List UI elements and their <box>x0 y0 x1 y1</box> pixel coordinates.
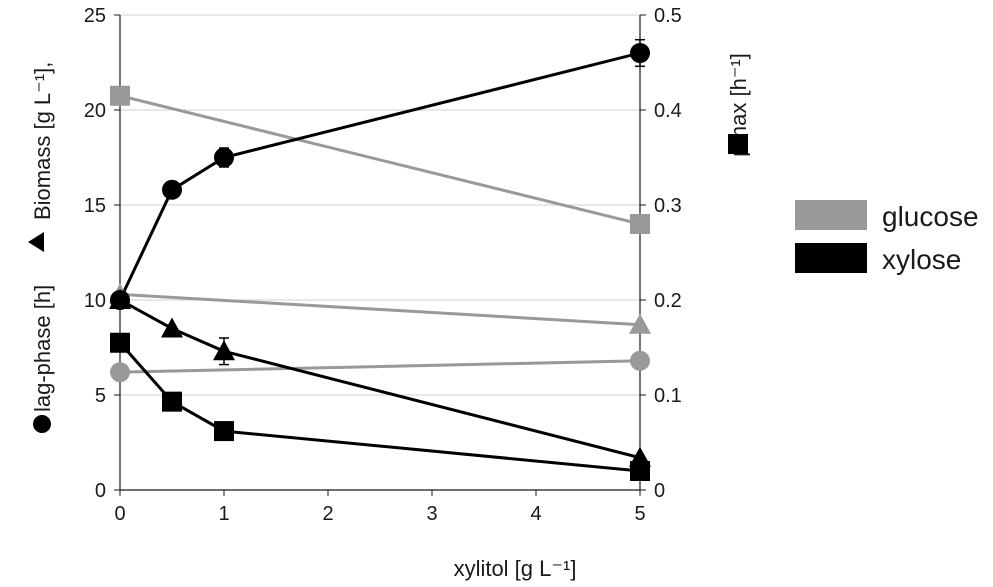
y-right-tick-label: 0.2 <box>654 290 682 312</box>
y-left-tick-label: 15 <box>84 195 106 217</box>
x-axis-title: xylitol [g L⁻¹] <box>454 556 577 581</box>
x-tick-label: 0 <box>114 503 125 525</box>
x-tick-label: 1 <box>218 503 229 525</box>
point-xylose-lag-phase <box>162 179 182 200</box>
x-tick-label: 3 <box>426 503 437 525</box>
point-xylose-mumax <box>214 421 234 442</box>
point-glucose-mumax <box>630 214 650 234</box>
y-left-tick-label: 20 <box>84 100 106 122</box>
y-right-tick-label: 0.4 <box>654 100 682 122</box>
y-left-tick-label: 5 <box>95 385 106 407</box>
y-right-tick-label: 0 <box>654 480 665 502</box>
x-tick-label: 2 <box>322 503 333 525</box>
series-markers <box>109 43 651 481</box>
circle-icon <box>33 415 51 433</box>
y-left-tick-label: 0 <box>95 480 106 502</box>
point-glucose-mumax <box>110 85 130 106</box>
series-line-xylose-biomass <box>119 298 641 460</box>
series-lines <box>118 51 641 473</box>
series-line-xylose-mumax <box>118 341 641 473</box>
triangle-icon <box>28 232 44 252</box>
x-tick-label: 5 <box>634 503 645 525</box>
point-glucose-lag-phase <box>630 350 650 371</box>
y-right-tick-label: 0.1 <box>654 385 682 407</box>
y-left-title-biomass: Biomass [g L⁻¹], <box>30 62 55 220</box>
series-line-xylose-lag-phase <box>118 51 641 301</box>
axes <box>114 14 646 496</box>
series-line-glucose-mumax <box>119 94 641 226</box>
series-line-glucose-biomass <box>119 292 641 327</box>
y-left-title-lag: lag-phase [h] <box>30 285 55 412</box>
point-glucose-biomass <box>629 313 651 334</box>
y-right-tick-label: 0.5 <box>654 5 682 27</box>
x-tick-label: 4 <box>530 503 541 525</box>
y-left-axis-title: Biomass [g L⁻¹], lag-phase [h] <box>28 62 55 433</box>
point-xylose-biomass <box>213 340 235 361</box>
y-left-tick-label: 10 <box>84 290 106 312</box>
series-line-glucose-lag-phase <box>119 359 641 374</box>
legend: glucose xylose <box>795 200 979 275</box>
point-xylose-biomass <box>161 317 183 338</box>
point-xylose-mumax <box>630 461 650 481</box>
legend-label-glucose: glucose <box>882 201 979 232</box>
y-left-tick-label: 25 <box>84 5 106 27</box>
legend-swatch-xylose <box>795 243 867 273</box>
point-xylose-lag-phase <box>630 43 650 63</box>
legend-label-xylose: xylose <box>882 244 961 275</box>
square-icon <box>728 134 748 154</box>
legend-swatch-glucose <box>795 200 867 230</box>
point-xylose-lag-phase <box>214 147 234 168</box>
error-bars <box>219 38 645 366</box>
y-right-tick-label: 0.3 <box>654 195 682 217</box>
point-xylose-biomass <box>109 289 131 309</box>
point-glucose-lag-phase <box>110 362 130 383</box>
point-xylose-mumax <box>110 332 130 353</box>
point-xylose-mumax <box>162 391 182 412</box>
